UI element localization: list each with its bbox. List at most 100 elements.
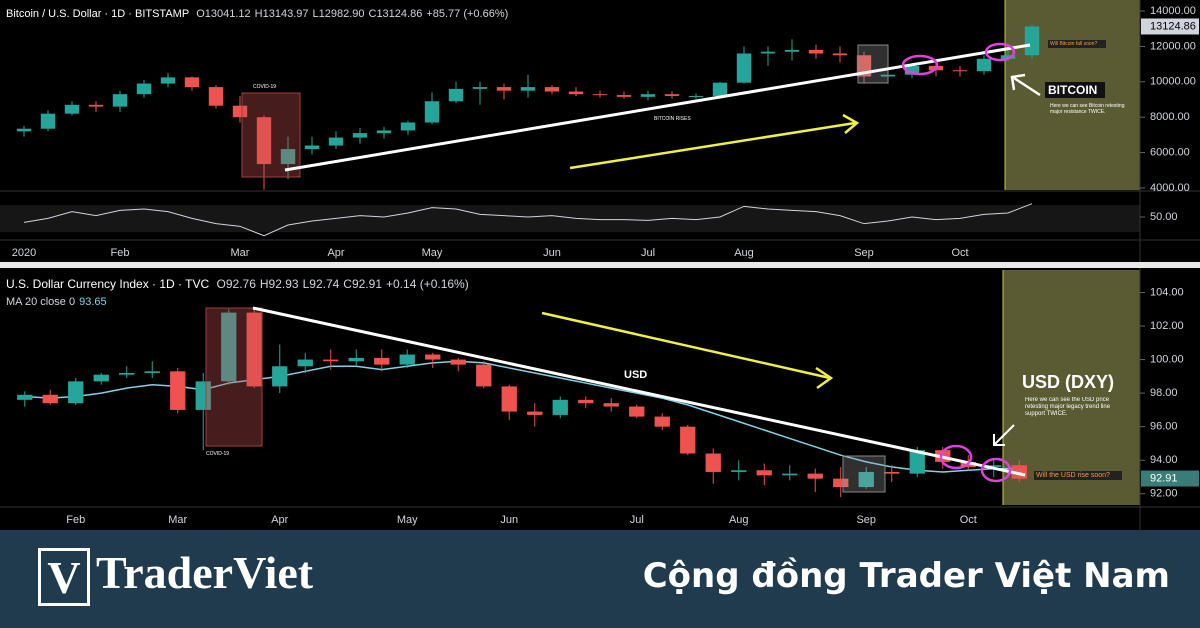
arrow-head xyxy=(993,434,1005,446)
ma-value: 93.65 xyxy=(79,296,107,308)
candle-body xyxy=(297,359,313,367)
annotation-box: Will Bitcoin fall soon? xyxy=(1048,40,1106,48)
symbol-header: Bitcoin / U.S. Dollar · 1D · BITSTAMP O1… xyxy=(6,8,512,20)
annotation-box: USD (DXY) xyxy=(1022,372,1115,392)
y-tick-label: 6000.00 xyxy=(1150,147,1190,159)
y-tick-label: 12000.00 xyxy=(1150,40,1196,52)
candle-body xyxy=(184,77,200,88)
y-tick-label: 14000.00 xyxy=(1150,5,1196,17)
candle-body xyxy=(472,87,488,89)
candle-body xyxy=(256,117,272,165)
annotation-box: Here we can see Bitcoin retesting major … xyxy=(1050,103,1124,115)
circle-mark xyxy=(984,42,1016,62)
candle-body xyxy=(144,371,160,373)
annotation-box: COVID-19 xyxy=(206,451,229,457)
circle-mark xyxy=(939,444,973,470)
candle-body xyxy=(208,87,224,106)
candle-body xyxy=(986,465,1002,467)
candle-body xyxy=(688,95,704,97)
annotation: USD FALLS xyxy=(624,369,659,383)
x-tick-label: Sep xyxy=(854,247,874,259)
ohlc: C13124.86 xyxy=(368,8,423,20)
y-tick-label: 94.00 xyxy=(1150,454,1178,466)
x-tick-label: 2020 xyxy=(12,247,36,259)
arrow xyxy=(993,424,1015,446)
candle-body xyxy=(640,94,656,97)
candle-body xyxy=(808,49,824,54)
candle-body xyxy=(42,394,58,404)
candle-body xyxy=(654,416,670,427)
ohlc: L12982.90 xyxy=(312,8,365,20)
candle-body xyxy=(476,364,492,387)
annotation: BITCOIN xyxy=(1045,82,1105,98)
candle-body xyxy=(232,105,248,118)
candle-body xyxy=(280,149,296,165)
price-tag-bg xyxy=(1141,470,1199,487)
trend-line xyxy=(284,43,1031,172)
x-tick-label: Feb xyxy=(66,514,85,526)
candle-body xyxy=(93,374,109,382)
symbol: Bitcoin / U.S. Dollar · 1D · BITSTAMP xyxy=(6,8,190,20)
highlight-box xyxy=(241,92,301,178)
candle-body xyxy=(64,104,80,114)
candle-body xyxy=(68,381,84,404)
x-tick-label: Apr xyxy=(327,247,344,259)
arrow-head xyxy=(842,113,860,134)
candle-body xyxy=(782,473,798,476)
candle-body xyxy=(119,372,135,375)
symbol: U.S. Dollar Currency Index · 1D · TVC xyxy=(6,277,210,291)
symbol-header: U.S. Dollar Currency Index · 1D · TVC O9… xyxy=(6,277,473,291)
x-tick-label: Sep xyxy=(856,514,876,526)
candle-body xyxy=(399,354,415,365)
x-tick-label: Apr xyxy=(271,514,288,526)
candle-body xyxy=(348,357,364,362)
banner: V TraderViet Cộng đồng Trader Việt Nam xyxy=(0,530,1200,628)
y-tick-label: 8000.00 xyxy=(1150,111,1190,123)
annotation-box: BITCOIN RISES xyxy=(654,116,691,122)
ma-line xyxy=(24,360,1020,473)
y-tick-label: 98.00 xyxy=(1150,387,1178,399)
marks: 14000.00 12000.00 10000.00 8000.00 6000.00 40… xyxy=(12,5,1199,526)
annotation-box: Here we can see the USD price retesting … xyxy=(1025,397,1110,417)
candle-body xyxy=(603,403,619,407)
ohlc: H92.93 xyxy=(259,277,299,291)
annotation: COVID-19 xyxy=(253,84,277,90)
logo: TraderViet xyxy=(96,547,314,598)
candle-body xyxy=(527,411,543,415)
candle-body xyxy=(680,426,696,454)
ohlc: C92.91 xyxy=(343,277,382,291)
x-tick-label: Jul xyxy=(641,247,655,259)
slogan: Cộng đồng Trader Việt Nam xyxy=(642,556,1170,596)
candle-body xyxy=(160,77,176,84)
x-tick-label: Aug xyxy=(734,247,754,259)
x-tick-label: Jun xyxy=(543,247,561,259)
candle-body xyxy=(858,471,874,488)
candle-body xyxy=(592,94,608,96)
annotation-box: COVID-19 xyxy=(253,84,277,90)
candle-body xyxy=(496,87,512,91)
candle-body xyxy=(16,128,32,132)
candle-body xyxy=(272,366,288,387)
candle-body xyxy=(807,473,823,479)
candle-body xyxy=(1000,55,1016,59)
candle-body xyxy=(425,354,441,360)
candle-body xyxy=(40,113,56,129)
y-tick-label: 100.00 xyxy=(1150,353,1184,365)
indicator-band xyxy=(0,205,1140,232)
y-tick-label: 10000.00 xyxy=(1150,76,1196,88)
candle-body xyxy=(833,478,849,488)
candle-body xyxy=(450,359,466,365)
candle-body xyxy=(976,58,992,72)
annotation: USD (DXY) xyxy=(1022,372,1115,392)
candle-body xyxy=(544,87,560,92)
candle-body xyxy=(568,91,584,95)
candle-body xyxy=(112,94,128,107)
candle-body xyxy=(520,87,536,91)
candle-body xyxy=(17,394,33,400)
ma-header: MA 20 close 0 93.65 xyxy=(6,296,111,308)
candle-body xyxy=(784,49,800,52)
annotation-box: USD FALLS xyxy=(624,369,659,383)
candle-body xyxy=(352,133,368,138)
x-tick-label: Aug xyxy=(729,514,749,526)
